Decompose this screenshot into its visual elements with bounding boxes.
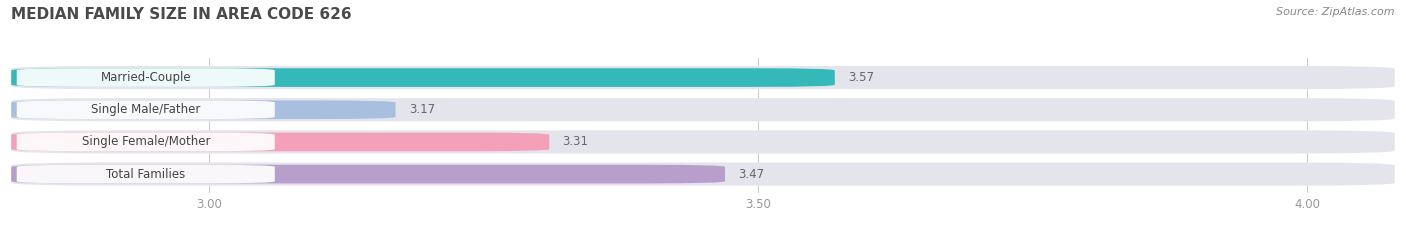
FancyBboxPatch shape — [11, 133, 550, 151]
Text: MEDIAN FAMILY SIZE IN AREA CODE 626: MEDIAN FAMILY SIZE IN AREA CODE 626 — [11, 7, 352, 22]
FancyBboxPatch shape — [17, 68, 274, 87]
Text: 3.47: 3.47 — [738, 168, 765, 181]
FancyBboxPatch shape — [11, 66, 1395, 89]
Text: Single Female/Mother: Single Female/Mother — [82, 135, 209, 148]
FancyBboxPatch shape — [17, 165, 274, 183]
Text: Source: ZipAtlas.com: Source: ZipAtlas.com — [1277, 7, 1395, 17]
Text: Single Male/Father: Single Male/Father — [91, 103, 201, 116]
FancyBboxPatch shape — [11, 130, 1395, 154]
FancyBboxPatch shape — [11, 162, 1395, 186]
FancyBboxPatch shape — [11, 165, 725, 183]
FancyBboxPatch shape — [11, 98, 1395, 121]
Text: 3.31: 3.31 — [562, 135, 589, 148]
FancyBboxPatch shape — [17, 100, 274, 119]
Text: Married-Couple: Married-Couple — [100, 71, 191, 84]
FancyBboxPatch shape — [17, 133, 274, 151]
Text: 3.17: 3.17 — [409, 103, 434, 116]
FancyBboxPatch shape — [11, 68, 835, 87]
Text: Total Families: Total Families — [105, 168, 186, 181]
FancyBboxPatch shape — [11, 100, 395, 119]
Text: 3.57: 3.57 — [848, 71, 875, 84]
